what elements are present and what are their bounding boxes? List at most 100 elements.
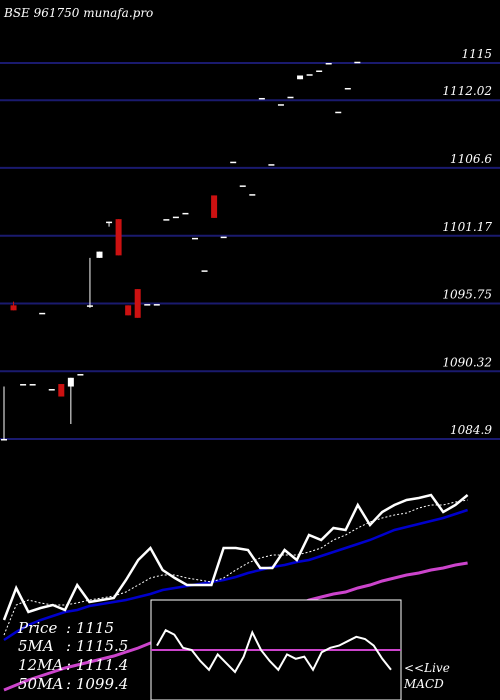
legend-12ma-label: 12MA: [18, 656, 63, 674]
legend-12ma-value: : 1111.4: [66, 656, 128, 674]
legend-5ma-label: 5MA: [18, 637, 54, 655]
candle-body: [39, 312, 46, 315]
candle: [201, 270, 208, 272]
candle: [10, 301, 17, 311]
candle: [77, 374, 84, 376]
candle: [230, 161, 237, 164]
legend-price-label: Price: [17, 619, 57, 637]
macd-line: [156, 628, 392, 674]
candle-body: [10, 305, 17, 311]
tick-label: 1101.17: [442, 220, 492, 234]
legend: Price : 1115 5MA : 1115.5 12MA : 1111.4 …: [17, 619, 128, 693]
candle-body: [1, 439, 7, 441]
macd-panel: [150, 599, 402, 700]
candle: [192, 237, 198, 240]
candle: [354, 61, 361, 64]
candle-body: [239, 185, 246, 187]
macd-live-label: <<Live: [404, 661, 450, 675]
candle: [39, 312, 46, 315]
candle-body: [258, 97, 265, 100]
candle-body: [201, 270, 208, 272]
candle: [163, 219, 170, 221]
candle-body: [58, 384, 65, 397]
candle-body: [287, 96, 294, 99]
candle: [144, 304, 151, 306]
candle: [58, 384, 65, 397]
candle-body: [20, 384, 27, 386]
candle: [316, 70, 323, 72]
candle: [96, 251, 103, 258]
candle-body: [249, 194, 256, 196]
tick-label: 1095.75: [442, 287, 492, 301]
candle: [344, 87, 351, 90]
candle-body: [230, 161, 237, 164]
tick-label: 1112.02: [442, 84, 492, 98]
candle-body: [335, 111, 342, 114]
tick-label: 1115: [461, 47, 492, 61]
legend-50ma-value: : 1099.4: [66, 675, 128, 693]
candle-body: [153, 304, 160, 306]
candle-body: [163, 219, 170, 221]
candle: [335, 111, 342, 114]
candle: [325, 63, 332, 65]
candle: [125, 305, 132, 316]
candle: [182, 212, 189, 215]
candle: [297, 75, 304, 80]
candle-body: [86, 305, 93, 307]
candle: [220, 236, 227, 239]
candle: [1, 386, 7, 441]
candle: [258, 97, 265, 100]
price-gridlines: [0, 62, 500, 440]
legend-price-value: : 1115: [66, 619, 114, 637]
candle-body: [172, 216, 179, 219]
candle: [268, 164, 275, 166]
candle-body: [316, 70, 323, 72]
legend-50ma-label: 50MA: [18, 675, 63, 693]
series-line-12ma: [3, 508, 468, 642]
candle-body: [325, 63, 332, 65]
candle-body: [106, 221, 113, 224]
candle: [249, 194, 256, 196]
candle-body: [192, 237, 198, 240]
candle: [172, 216, 179, 219]
candle-body: [297, 75, 304, 80]
candle: [153, 304, 160, 306]
candle: [67, 377, 74, 425]
candle-body: [220, 236, 227, 239]
candle-body: [211, 195, 218, 218]
macd-label: MACD: [403, 677, 444, 691]
candle: [106, 221, 113, 227]
chart-title: BSE 961750 munafa.pro: [3, 6, 153, 20]
candle-body: [182, 212, 189, 215]
candle-body: [134, 289, 141, 318]
candle: [239, 185, 246, 187]
tick-label: 1106.6: [450, 152, 492, 166]
candle-body: [67, 377, 74, 387]
candle: [287, 96, 294, 99]
candle-body: [277, 104, 284, 106]
legend-5ma-value: : 1115.5: [66, 637, 128, 655]
candle-body: [268, 164, 275, 166]
candle: [306, 74, 313, 76]
candle: [86, 257, 93, 308]
candle-body: [144, 304, 151, 306]
candle-body: [354, 61, 361, 64]
candle: [211, 195, 218, 218]
candle: [29, 384, 36, 386]
candlestick-series: [1, 61, 361, 441]
price-tick-labels: 1115 1112.02 1106.6 1101.17 1095.75 1090.32 10…: [442, 47, 492, 437]
candle: [277, 104, 284, 106]
candle: [134, 289, 141, 318]
candle: [115, 219, 122, 256]
series-line-5ma: [3, 499, 468, 636]
candle: [20, 384, 27, 386]
tick-label: 1090.32: [442, 355, 492, 369]
candle-body: [306, 74, 313, 76]
candle-body: [125, 305, 132, 316]
tick-label: 1084.9: [450, 423, 492, 437]
candle-body: [115, 219, 122, 256]
candle-body: [96, 251, 103, 258]
series-line-price: [2, 493, 469, 621]
